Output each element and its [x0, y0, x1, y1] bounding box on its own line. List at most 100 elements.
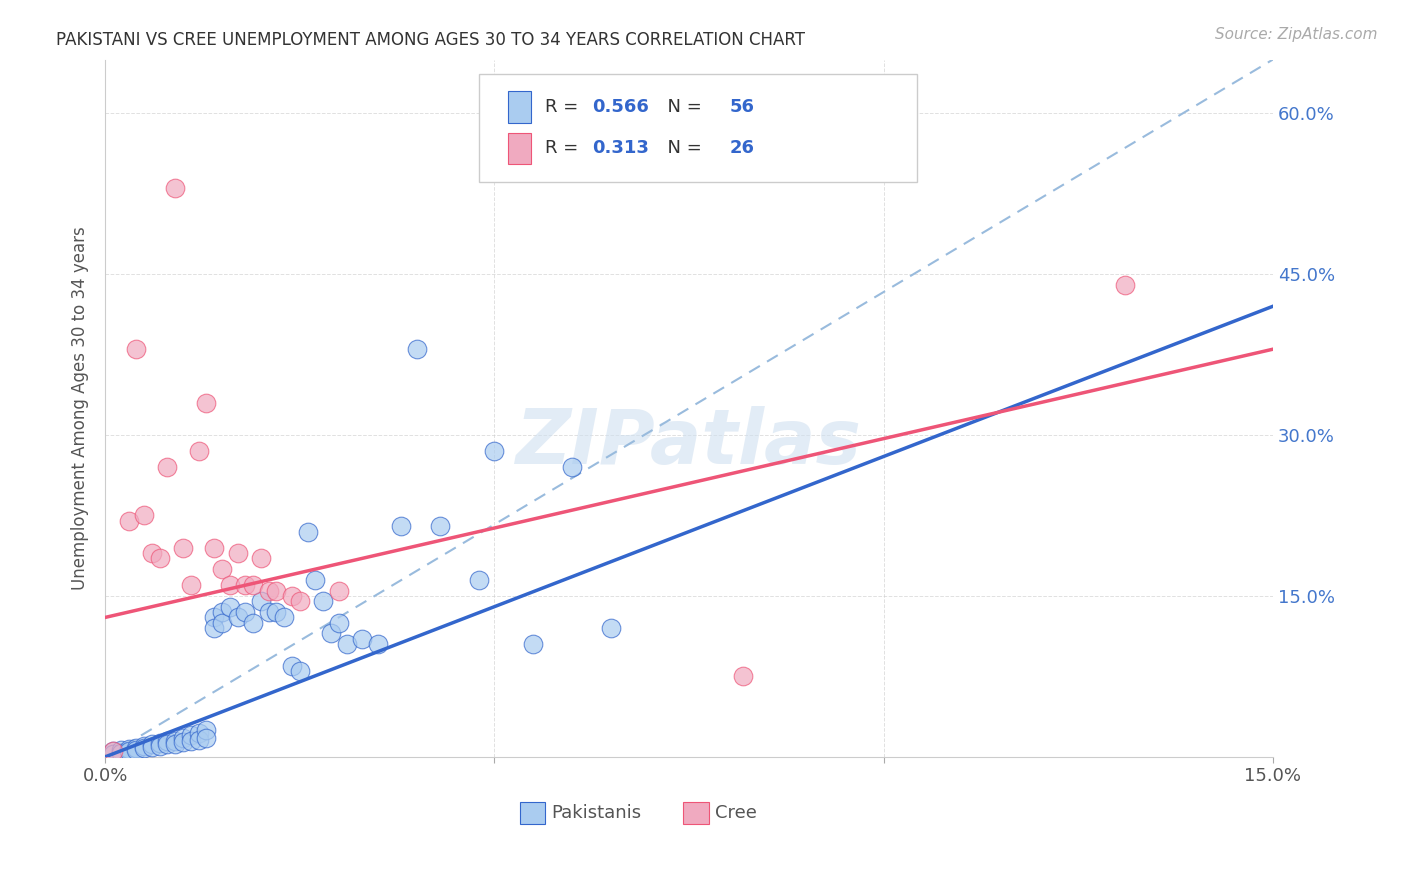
Point — [250, 594, 273, 608]
Point — [125, 741, 148, 756]
Point — [156, 460, 179, 475]
Text: 56: 56 — [730, 98, 755, 116]
Point — [733, 669, 755, 683]
Point — [600, 621, 623, 635]
Point — [172, 731, 194, 745]
Point — [165, 181, 187, 195]
Point — [180, 728, 202, 742]
Point — [172, 541, 194, 555]
Point — [180, 578, 202, 592]
Point — [202, 610, 225, 624]
Text: Source: ZipAtlas.com: Source: ZipAtlas.com — [1215, 27, 1378, 42]
Point — [134, 508, 156, 523]
Text: PAKISTANI VS CREE UNEMPLOYMENT AMONG AGES 30 TO 34 YEARS CORRELATION CHART: PAKISTANI VS CREE UNEMPLOYMENT AMONG AGE… — [56, 31, 806, 49]
Point — [242, 615, 264, 630]
Point — [429, 519, 451, 533]
Point — [172, 735, 194, 749]
Text: N =: N = — [657, 139, 707, 157]
Point — [187, 444, 209, 458]
Point — [141, 740, 163, 755]
Point — [242, 578, 264, 592]
Point — [125, 743, 148, 757]
Bar — [508, 133, 531, 164]
Point — [141, 737, 163, 751]
Point — [149, 736, 172, 750]
Point — [328, 583, 350, 598]
Point — [211, 562, 233, 576]
Point — [156, 733, 179, 747]
Point — [165, 733, 187, 747]
Point — [110, 743, 132, 757]
Point — [367, 637, 389, 651]
Text: Pakistanis: Pakistanis — [551, 805, 641, 822]
Point — [319, 626, 342, 640]
FancyBboxPatch shape — [479, 73, 917, 182]
Text: N =: N = — [657, 98, 707, 116]
Point — [273, 610, 295, 624]
Point — [405, 343, 427, 357]
Point — [211, 615, 233, 630]
Point — [101, 744, 124, 758]
Point — [352, 632, 374, 646]
Point — [288, 664, 311, 678]
Point — [195, 731, 218, 745]
Point — [187, 732, 209, 747]
Point — [134, 741, 156, 756]
Point — [202, 621, 225, 635]
Point — [233, 605, 256, 619]
Point — [101, 744, 124, 758]
Point — [522, 637, 544, 651]
Point — [468, 573, 491, 587]
Point — [389, 519, 412, 533]
Point — [149, 551, 172, 566]
Text: 26: 26 — [730, 139, 755, 157]
Point — [202, 541, 225, 555]
Point — [328, 615, 350, 630]
Point — [312, 594, 335, 608]
Point — [226, 546, 249, 560]
Point — [304, 573, 326, 587]
Point — [195, 396, 218, 410]
Point — [561, 460, 583, 475]
Point — [101, 747, 124, 761]
Text: 0.566: 0.566 — [592, 98, 650, 116]
Point — [484, 444, 506, 458]
Point — [226, 610, 249, 624]
Point — [297, 524, 319, 539]
Point — [117, 742, 139, 756]
Y-axis label: Unemployment Among Ages 30 to 34 years: Unemployment Among Ages 30 to 34 years — [72, 227, 89, 591]
Point — [180, 733, 202, 747]
Text: R =: R = — [546, 139, 585, 157]
Point — [110, 746, 132, 760]
Point — [250, 551, 273, 566]
Point — [156, 737, 179, 751]
Text: R =: R = — [546, 98, 585, 116]
Text: 0.313: 0.313 — [592, 139, 650, 157]
Point — [195, 723, 218, 737]
Point — [335, 637, 357, 651]
Bar — [508, 91, 531, 122]
Point — [134, 739, 156, 753]
Point — [117, 514, 139, 528]
Point — [1114, 277, 1136, 292]
Point — [218, 599, 240, 614]
Point — [233, 578, 256, 592]
Point — [288, 594, 311, 608]
Point — [141, 546, 163, 560]
Point — [266, 583, 288, 598]
Point — [281, 658, 304, 673]
Point — [281, 589, 304, 603]
Point — [165, 737, 187, 751]
Bar — [683, 802, 709, 824]
Point — [149, 739, 172, 753]
Point — [211, 605, 233, 619]
Text: Cree: Cree — [714, 805, 756, 822]
Bar — [520, 802, 546, 824]
Text: ZIPatlas: ZIPatlas — [516, 406, 862, 480]
Point — [187, 726, 209, 740]
Point — [218, 578, 240, 592]
Point — [266, 605, 288, 619]
Point — [117, 744, 139, 758]
Point — [125, 343, 148, 357]
Point — [257, 583, 280, 598]
